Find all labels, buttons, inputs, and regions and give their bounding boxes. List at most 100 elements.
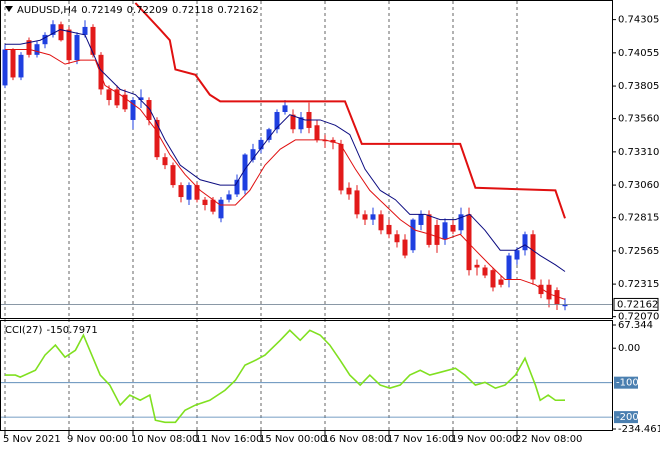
candle-body xyxy=(250,149,256,160)
candle-body xyxy=(218,199,224,219)
header-value: 0.72149 xyxy=(81,5,122,16)
candle-body xyxy=(450,224,456,232)
level-label: -200 xyxy=(616,412,639,423)
y-tick-label: 0.73310 xyxy=(618,147,659,158)
x-tick-label: 19 Nov 00:00 xyxy=(451,434,518,445)
candle-body xyxy=(282,105,288,112)
main-panel xyxy=(0,0,613,319)
candle-body xyxy=(290,114,296,130)
y-tick-label: 0.74055 xyxy=(618,48,659,59)
candle-body xyxy=(322,139,328,142)
candle-body xyxy=(26,40,32,55)
candle-body xyxy=(82,26,88,35)
candle-body xyxy=(370,214,376,220)
chart-header: AUDUSD,H4 0.72149 0.72209 0.72118 0.72162 xyxy=(17,5,259,16)
candle-body xyxy=(50,24,56,35)
candle-body xyxy=(434,224,440,245)
y-tick-label: 0.72565 xyxy=(618,246,659,257)
level-label-box xyxy=(614,376,638,389)
candle-body xyxy=(378,214,384,231)
candle-body xyxy=(498,279,504,285)
candle-body xyxy=(338,143,344,191)
x-tick-label: 16 Nov 08:00 xyxy=(323,434,390,445)
candle-body xyxy=(426,214,432,245)
y-tick-label: 0.74305 xyxy=(618,15,659,26)
candle-body xyxy=(474,264,480,268)
candle-body xyxy=(538,284,544,295)
candle-body xyxy=(18,54,24,78)
x-tick-label: 15 Nov 00:00 xyxy=(259,434,326,445)
overlay-line xyxy=(5,49,566,300)
indicator-line xyxy=(5,329,566,424)
candle-body xyxy=(354,190,360,215)
candle-body xyxy=(258,139,264,150)
candle-body xyxy=(562,304,568,307)
candle-body xyxy=(130,100,136,120)
candle-body xyxy=(394,234,400,243)
x-tick-label: 17 Nov 16:00 xyxy=(387,434,454,445)
x-tick-label: 22 Nov 08:00 xyxy=(515,434,582,445)
candle-body xyxy=(34,44,40,55)
candle-body xyxy=(2,49,8,86)
menu-arrow[interactable] xyxy=(5,6,13,12)
candle-body xyxy=(242,154,248,191)
y-tick-label: 0.72070 xyxy=(618,312,659,323)
candle-body xyxy=(234,179,240,195)
candle-body xyxy=(442,222,448,240)
candle-body xyxy=(202,199,208,206)
y-tick-label: 67.344 xyxy=(618,320,653,331)
candle-body xyxy=(298,117,304,130)
candle-body xyxy=(410,219,416,251)
y-tick-label: 0.73560 xyxy=(618,114,659,125)
y-tick-label: 0.72815 xyxy=(618,213,659,224)
candle-body xyxy=(554,290,560,305)
candle-body xyxy=(10,49,16,78)
candle-body xyxy=(162,157,168,166)
x-tick-label: 9 Nov 00:00 xyxy=(67,434,128,445)
y-tick-label: -234.4616 xyxy=(618,424,660,435)
candle-body xyxy=(210,199,216,212)
candle-body xyxy=(546,284,552,300)
x-tick-label: 10 Nov 08:00 xyxy=(131,434,198,445)
y-tick-label: 0.00 xyxy=(618,343,640,354)
candle-body xyxy=(314,125,320,140)
price-label: 0.72162 xyxy=(617,299,658,310)
y-tick-label: 0.73805 xyxy=(618,81,659,92)
candle-body xyxy=(226,194,232,200)
candle-body xyxy=(482,267,488,276)
candle-body xyxy=(74,34,80,61)
candle-body xyxy=(66,29,72,61)
header-value: 0.72118 xyxy=(172,5,213,16)
candle-body xyxy=(146,100,152,120)
candle-body xyxy=(98,54,104,90)
price-label-box xyxy=(613,297,659,311)
candle-body xyxy=(194,185,200,200)
candle-body xyxy=(138,97,144,101)
candle-body xyxy=(530,234,536,280)
candle-body xyxy=(274,111,280,130)
y-tick-label: 0.72315 xyxy=(618,279,659,290)
candle-body xyxy=(106,89,112,101)
header-symbol: AUDUSD,H4 xyxy=(17,5,77,16)
header-value: 0.72162 xyxy=(217,5,258,16)
x-tick-label: 11 Nov 16:00 xyxy=(195,434,262,445)
candle-body xyxy=(466,214,472,271)
candle-body xyxy=(522,234,528,251)
candle-body xyxy=(186,185,192,200)
indicator-header: CCI(27) -150.7971 xyxy=(5,325,98,336)
indicator-value: -150.7971 xyxy=(46,325,97,336)
candle-body xyxy=(42,34,48,45)
candle-body xyxy=(178,185,184,198)
candle-body xyxy=(346,187,352,195)
level-label: -100 xyxy=(616,378,639,389)
level-label-box xyxy=(614,411,638,424)
candle-body xyxy=(58,24,64,41)
indicator-name: CCI(27) xyxy=(5,325,43,336)
candle-body xyxy=(122,94,128,110)
candle-body xyxy=(514,250,520,260)
overlay-line xyxy=(134,2,566,219)
candle-body xyxy=(490,270,496,288)
indicator-panel xyxy=(0,320,613,431)
